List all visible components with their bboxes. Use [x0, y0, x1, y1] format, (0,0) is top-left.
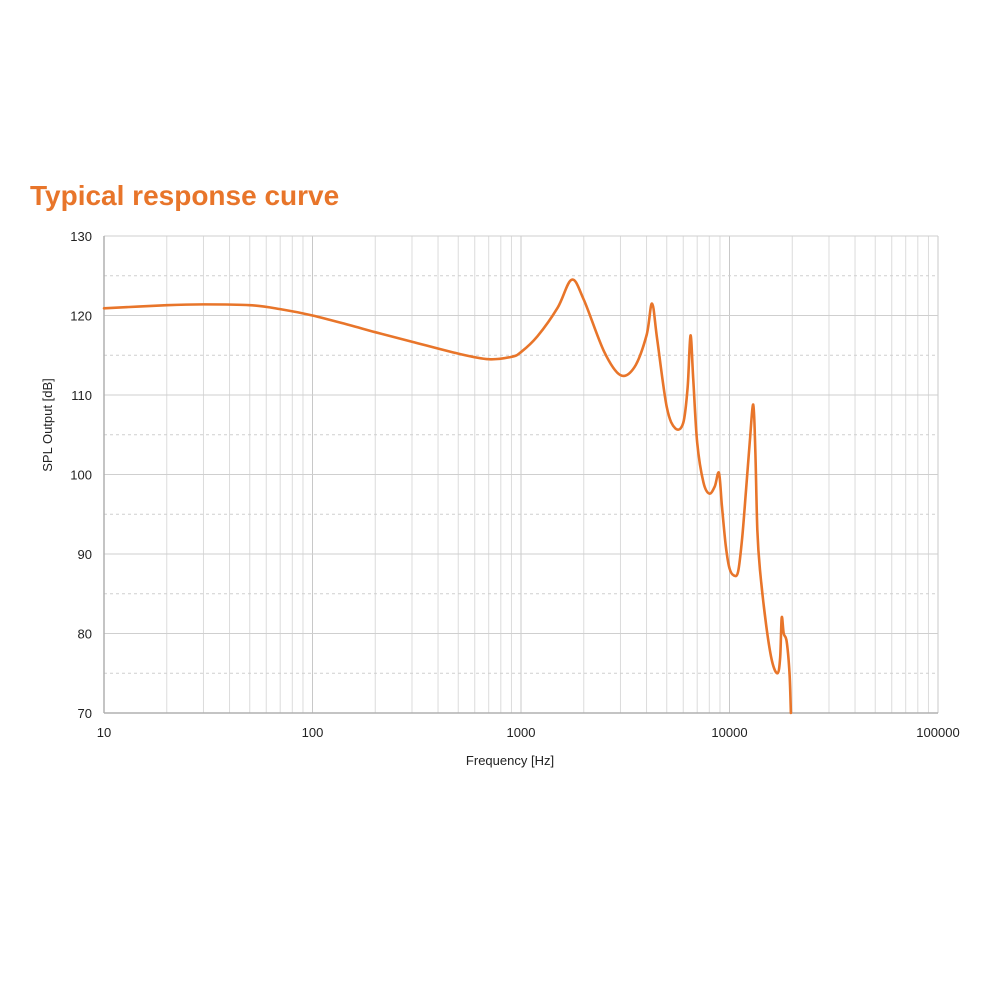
y-tick-label: 70	[78, 706, 92, 721]
y-tick-label: 90	[78, 547, 92, 562]
grid-lines	[103, 235, 939, 714]
tick-labels: 10 100 1000 10000 100000 70 80 90 100 110 120 130	[70, 229, 959, 740]
series-line	[102, 278, 793, 715]
y-tick-label: 120	[70, 309, 92, 324]
y-tick-label: 110	[71, 388, 92, 403]
y-tick-label: 130	[70, 229, 92, 244]
y-tick-label: 80	[78, 627, 92, 642]
x-tick-label: 10	[97, 725, 111, 740]
x-tick-label: 10000	[711, 725, 747, 740]
y-tick-label: 100	[70, 468, 92, 483]
y-axis-label: SPL Output [dB]	[40, 378, 55, 471]
axes	[103, 236, 938, 714]
x-tick-label: 100	[302, 725, 324, 740]
series-layer	[102, 278, 793, 715]
chart-title: Typical response curve	[30, 180, 340, 211]
x-tick-label: 100000	[916, 725, 959, 740]
x-axis-label: Frequency [Hz]	[466, 753, 554, 768]
x-tick-label: 1000	[507, 725, 536, 740]
